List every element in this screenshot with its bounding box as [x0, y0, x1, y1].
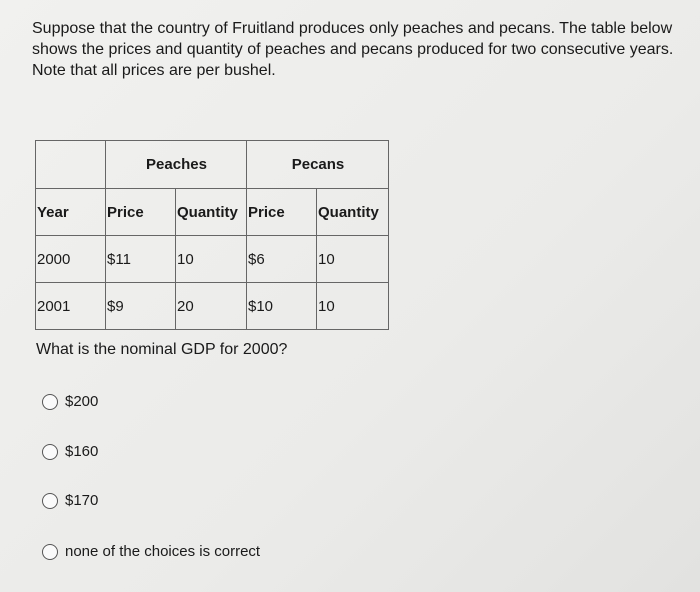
table-cell: 2001	[35, 282, 106, 330]
group-header-pecans: Pecans	[246, 140, 389, 189]
column-header: Price	[246, 188, 317, 236]
table-cell: $11	[105, 235, 176, 283]
table-row: 2001 $9 20 $10 10	[35, 282, 389, 330]
option-label: none of the choices is correct	[65, 543, 261, 560]
radio-button[interactable]	[42, 543, 58, 560]
option-label: $160	[65, 443, 99, 460]
group-header-row: Peaches Pecans	[35, 140, 389, 189]
table-cell: 20	[175, 282, 247, 330]
prompt-text: What is the nominal GDP for 2000?	[36, 341, 288, 358]
column-header: Quantity	[316, 188, 389, 236]
radio-button[interactable]	[42, 393, 58, 410]
column-header: Quantity	[175, 188, 247, 236]
group-header-peaches: Peaches	[105, 140, 247, 189]
data-table: Peaches Pecans Year Price Quantity Price…	[35, 140, 389, 330]
table-row: 2000 $11 10 $6 10	[35, 235, 389, 283]
table-cell: 10	[316, 235, 389, 283]
option-200[interactable]: $200	[42, 393, 98, 410]
column-header: Year	[35, 188, 106, 236]
table-cell: $6	[246, 235, 317, 283]
option-none[interactable]: none of the choices is correct	[42, 543, 260, 560]
option-170[interactable]: $170	[42, 492, 98, 509]
table-cell: $9	[105, 282, 176, 330]
radio-button[interactable]	[42, 492, 58, 509]
table-cell: 10	[175, 235, 247, 283]
option-label: $170	[65, 492, 99, 509]
question-text: Suppose that the country of Fruitland pr…	[32, 20, 674, 79]
option-label: $200	[65, 393, 99, 410]
column-header: Price	[105, 188, 176, 236]
table-cell: 2000	[35, 235, 106, 283]
option-160[interactable]: $160	[42, 443, 98, 460]
table-cell: $10	[246, 282, 317, 330]
radio-button[interactable]	[42, 443, 58, 460]
group-header-empty	[35, 140, 106, 189]
table-cell: 10	[316, 282, 389, 330]
column-header-row: Year Price Quantity Price Quantity	[35, 188, 389, 236]
